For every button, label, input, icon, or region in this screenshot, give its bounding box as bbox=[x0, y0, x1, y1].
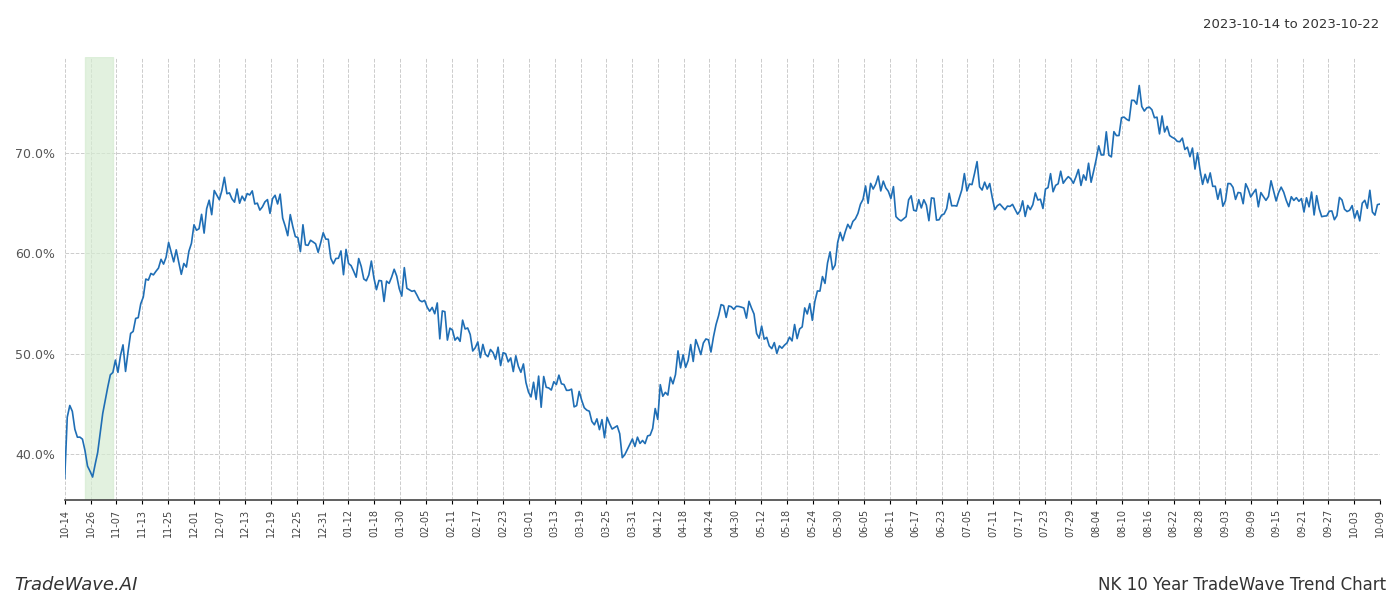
Text: 2023-10-14 to 2023-10-22: 2023-10-14 to 2023-10-22 bbox=[1203, 18, 1379, 31]
Bar bbox=[85, 57, 113, 500]
Text: TradeWave.AI: TradeWave.AI bbox=[14, 576, 137, 594]
Text: NK 10 Year TradeWave Trend Chart: NK 10 Year TradeWave Trend Chart bbox=[1098, 576, 1386, 594]
